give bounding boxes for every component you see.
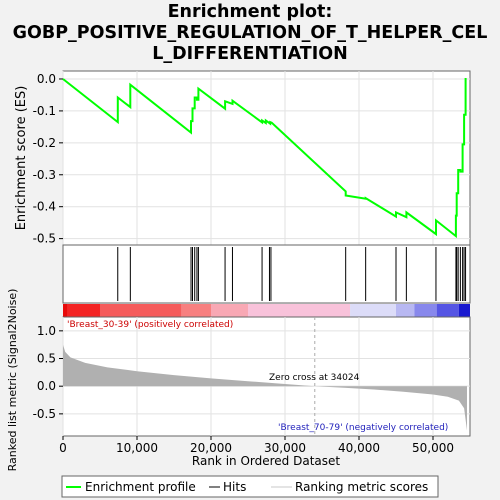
x-axis-label: Rank in Ordered Dataset	[192, 454, 340, 468]
color-bar-segment	[458, 304, 470, 317]
x-tick-label: 30,000	[264, 441, 306, 455]
legend-box	[61, 475, 439, 498]
es-y-tick-label: 0.0	[37, 72, 56, 86]
legend-profile-label: Enrichment profile	[85, 480, 196, 494]
color-bar-segment	[63, 304, 68, 317]
color-bar-segment	[211, 304, 248, 317]
hits-marks	[117, 247, 467, 301]
ranking-color-bar	[63, 304, 470, 317]
positive-correlation-label: 'Breast_30-39' (positively correlated)	[67, 320, 233, 330]
color-bar-segment	[414, 304, 437, 317]
metric-y-tick-label: -0.5	[33, 407, 56, 421]
es-y-axis-label: Enrichment score (ES)	[14, 86, 29, 231]
ranking-metric-area	[63, 344, 467, 431]
es-y-tick-label: -0.1	[33, 104, 56, 118]
x-tick-label: 10,000	[116, 441, 158, 455]
metric-y-tick-label: 0.0	[37, 379, 56, 393]
zero-cross-label: Zero cross at 34024	[269, 373, 360, 383]
color-bar-segment	[248, 304, 351, 317]
color-bar-segment	[67, 304, 100, 317]
enrichment-profile-line	[62, 78, 467, 239]
metric-y-tick-label: 0.5	[37, 352, 56, 366]
x-tick-label: 0	[59, 441, 67, 455]
es-y-tick-label: -0.2	[33, 136, 56, 150]
metric-y-axis-label: Ranked list metric (Signal2Noise)	[6, 289, 19, 472]
es-y-tick-label: -0.4	[33, 200, 56, 214]
metric-y-tick-label: 1.0	[37, 324, 56, 338]
metric-y-axis: 1.0 0.5 0.0 -0.5	[33, 324, 63, 421]
x-tick-label: 20,000	[190, 441, 232, 455]
x-axis: 0 10,000 20,000 30,000 40,000 50,000	[59, 436, 454, 455]
legend-hits-label: Hits	[223, 480, 246, 494]
es-y-axis: 0.0 -0.1 -0.2 -0.3 -0.4 -0.5	[33, 72, 63, 246]
legend-metric-label: Ranking metric scores	[295, 480, 428, 494]
chart-title: Enrichment plot: GOBP_POSITIVE_REGULATIO…	[12, 2, 488, 64]
x-tick-label: 40,000	[338, 441, 380, 455]
color-bar-segment	[396, 304, 415, 317]
es-y-tick-label: -0.5	[33, 232, 56, 246]
hits-panel	[62, 244, 471, 304]
x-tick-label: 50,000	[412, 441, 454, 455]
es-gridlines	[62, 71, 470, 245]
color-bar-segment	[436, 304, 459, 317]
color-bar-segment	[350, 304, 396, 317]
color-bar-segment	[181, 304, 211, 317]
negative-correlation-label: 'Breast_70-79' (negatively correlated)	[278, 423, 448, 433]
es-panel	[62, 70, 471, 246]
color-bar-segment	[100, 304, 182, 317]
es-y-tick-label: -0.3	[33, 168, 56, 182]
